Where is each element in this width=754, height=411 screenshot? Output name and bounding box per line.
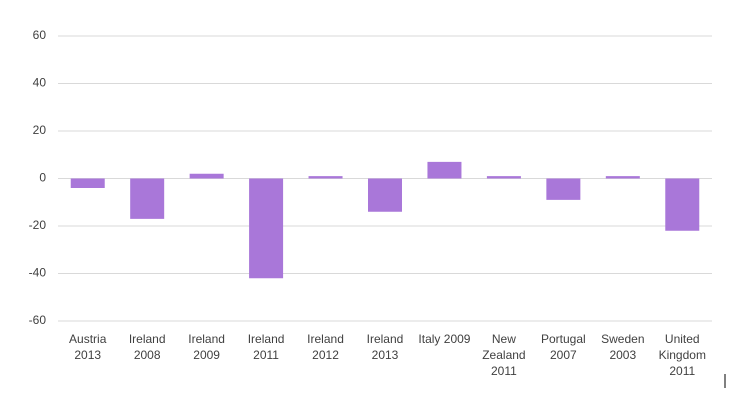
bar — [189, 173, 224, 179]
x-tick-label: Ireland 2012 — [307, 332, 344, 362]
bar — [427, 161, 462, 179]
bar — [308, 176, 343, 179]
bar — [486, 176, 521, 179]
y-tick-label: -40 — [29, 266, 47, 280]
x-tick-label: New Zealand 2011 — [482, 332, 526, 378]
bar — [249, 178, 284, 279]
x-tick-label: Italy 2009 — [418, 332, 471, 346]
bar — [665, 178, 700, 231]
bar — [605, 176, 640, 179]
x-tick-label: Sweden 2003 — [601, 332, 645, 362]
x-tick-label: Austria 2013 — [69, 332, 107, 362]
y-tick-label: 20 — [33, 123, 47, 137]
y-tick-label: -20 — [29, 218, 47, 232]
y-tick-label: 0 — [39, 171, 46, 185]
y-tick-label: 60 — [33, 28, 47, 42]
x-tick-label: United Kingdom 2011 — [658, 332, 706, 378]
x-tick-label: Ireland 2013 — [366, 332, 404, 362]
y-tick-label: -60 — [29, 313, 47, 327]
bar — [70, 178, 105, 188]
y-tick-label: 40 — [33, 76, 47, 90]
x-tick-label: Ireland 2008 — [128, 332, 166, 362]
bar — [368, 178, 402, 212]
x-tick-label: Ireland 2009 — [188, 332, 225, 362]
x-tick-label: Portugal 2007 — [541, 332, 586, 362]
bar — [130, 178, 165, 219]
x-tick-label: Ireland 2011 — [247, 332, 285, 362]
bar — [546, 178, 581, 200]
